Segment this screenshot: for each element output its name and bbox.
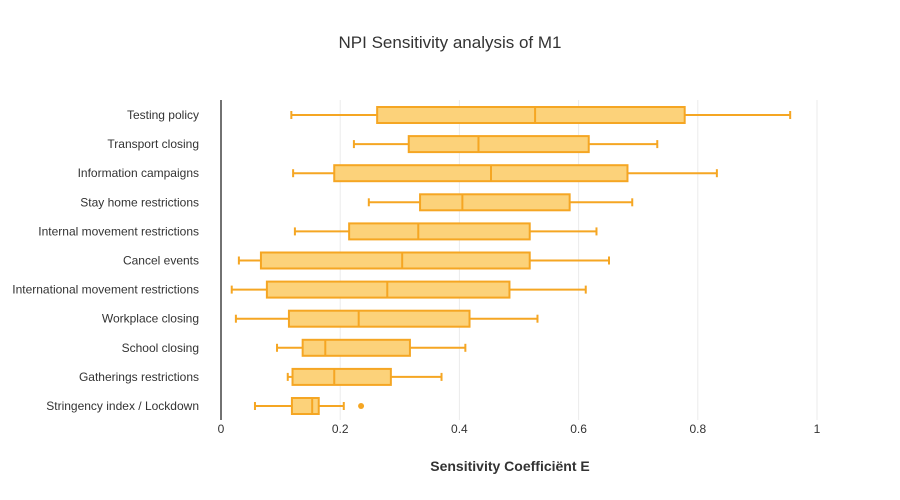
x-axis-title: Sensitivity Coefficiënt E [430,458,590,474]
box-iqr [259,251,531,270]
category-label: International movement restrictions [12,283,199,297]
box-group [234,309,539,328]
box-iqr [419,193,571,212]
category-label: Stringency index / Lockdown [46,399,199,413]
box-group [352,135,659,154]
chart-title: NPI Sensitivity analysis of M1 [338,33,562,52]
category-label: Information campaigns [78,166,199,180]
box-iqr [290,397,320,415]
box-iqr [348,222,531,241]
box-group [230,280,587,299]
category-label: Cancel events [123,254,199,268]
x-tick-label: 0 [218,422,225,436]
outlier-point [358,403,365,409]
x-tick-label: 0.8 [689,422,706,436]
category-label: Stay home restrictions [80,195,199,209]
box-group [286,367,443,386]
boxes [230,106,792,415]
box-iqr [301,338,411,357]
box-group [292,164,718,183]
box-group [293,222,598,241]
category-labels: Testing policy Transport closing Informati… [12,108,199,413]
x-tick-labels: 0 0.2 0.4 0.6 0.8 1 [218,422,821,436]
box-iqr [291,367,392,386]
x-tick-label: 1 [814,422,821,436]
box-iqr [287,309,471,328]
box-group [367,193,634,212]
x-tick-label: 0.6 [570,422,587,436]
box-group [276,338,467,357]
category-label: Workplace closing [102,312,199,326]
x-tick-label: 0.4 [451,422,468,436]
category-label: Gatherings restrictions [79,370,199,384]
box-group [237,251,610,270]
category-label: School closing [122,341,199,355]
box-iqr [376,106,686,124]
x-tick-label: 0.2 [332,422,349,436]
category-label: Transport closing [107,137,199,151]
box-group [253,397,365,415]
category-label: Internal movement restrictions [38,224,199,238]
category-label: Testing policy [127,108,199,122]
box-group [290,106,792,124]
box-iqr [333,164,629,183]
box-iqr [407,135,590,154]
